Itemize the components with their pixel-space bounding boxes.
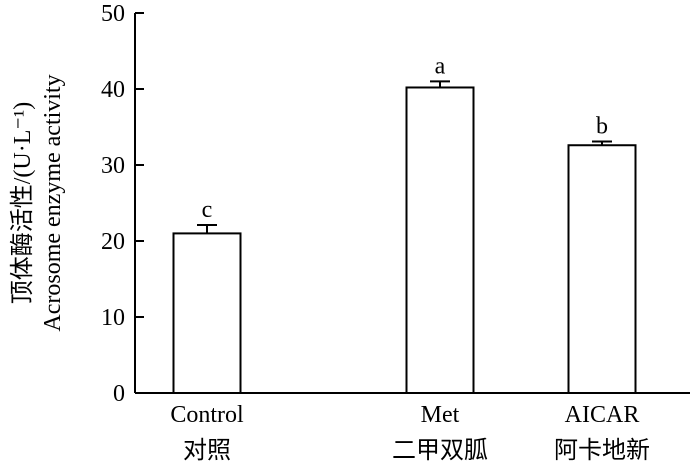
- bars: c a b: [172, 53, 637, 394]
- x-tick-label-zh: 二甲双胍: [392, 437, 488, 464]
- x-tick-label-en: Control: [170, 402, 244, 428]
- x-tick-labels: Control 对照 Met 二甲双胍 AICAR 阿卡地新: [170, 402, 650, 464]
- significance-label: a: [435, 53, 446, 79]
- significance-label: b: [596, 113, 608, 139]
- y-tick-label: 20: [101, 229, 125, 255]
- y-tick-label: 30: [101, 153, 125, 179]
- bar-control: [172, 232, 242, 394]
- bar-met: [405, 86, 475, 394]
- significance-label: c: [202, 197, 213, 223]
- y-tick-label: 10: [101, 305, 125, 331]
- y-tick-label: 50: [101, 1, 125, 27]
- x-tick-label-zh: 阿卡地新: [554, 437, 650, 464]
- y-axis-label-zh: 顶体酶活性/(U·L⁻¹): [9, 102, 36, 305]
- y-ticks: 0 10 20 30 40 50: [101, 1, 144, 407]
- x-tick-label-en: AICAR: [565, 402, 640, 428]
- y-axis-label: 顶体酶活性/(U·L⁻¹) Acrosome enzyme activity: [9, 74, 66, 331]
- y-axis-label-en: Acrosome enzyme activity: [40, 74, 66, 331]
- x-tick-label-en: Met: [421, 402, 460, 428]
- y-tick-label: 40: [101, 77, 125, 103]
- x-tick-label-zh: 对照: [183, 437, 231, 464]
- y-tick-label: 0: [113, 381, 125, 407]
- bar-aicar: [567, 144, 637, 394]
